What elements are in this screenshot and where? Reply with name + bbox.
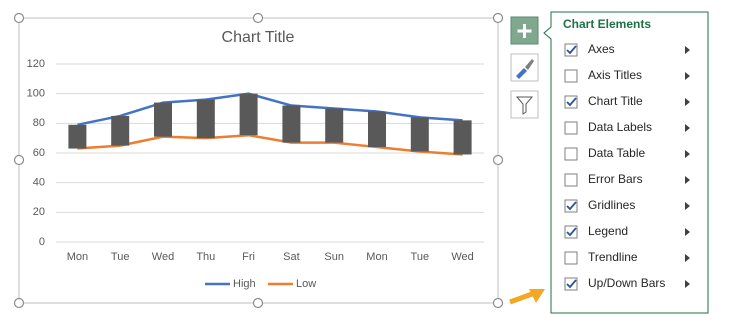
x-tick-label: Mon: [366, 251, 387, 263]
submenu-arrow[interactable]: [685, 176, 690, 184]
up-down-bar: [196, 99, 215, 139]
filter-icon: [515, 96, 534, 115]
checkbox[interactable]: [564, 173, 578, 187]
up-down-bar: [368, 111, 386, 148]
legend-label: Low: [296, 278, 316, 290]
panel-item-label[interactable]: Chart Title: [588, 94, 643, 108]
up-down-bar: [325, 108, 344, 143]
x-tick-label: Wed: [152, 251, 174, 263]
submenu-arrow[interactable]: [685, 202, 690, 210]
y-tick-label: 0: [39, 236, 45, 248]
up-down-bar: [410, 117, 429, 152]
checkbox[interactable]: [564, 147, 578, 161]
up-down-bar: [282, 105, 301, 143]
panel-item-label[interactable]: Axis Titles: [588, 68, 642, 82]
checkbox[interactable]: [564, 251, 578, 265]
chart-frame[interactable]: [18, 17, 499, 304]
checkbox[interactable]: [564, 121, 578, 135]
submenu-arrow[interactable]: [685, 228, 690, 236]
submenu-arrow[interactable]: [685, 280, 690, 288]
x-tick-label: Tue: [111, 251, 130, 263]
panel-item-label[interactable]: Data Labels: [588, 120, 652, 134]
plus-icon: [517, 24, 532, 38]
up-down-bar: [111, 115, 130, 146]
panel-item-label[interactable]: Up/Down Bars: [588, 276, 665, 290]
up-down-bar: [154, 102, 172, 137]
submenu-arrow[interactable]: [685, 98, 690, 106]
submenu-arrow[interactable]: [685, 46, 690, 54]
up-down-bar: [453, 120, 472, 155]
check-mark: [566, 227, 577, 237]
panel-item-label[interactable]: Axes: [588, 42, 615, 56]
checkbox[interactable]: [564, 69, 578, 83]
x-tick-label: Mon: [67, 251, 88, 263]
x-tick-label: Sun: [324, 251, 344, 263]
x-tick-label: Tue: [411, 251, 430, 263]
y-tick-label: 80: [33, 117, 45, 129]
chart-elements-panel: [543, 11, 709, 314]
pointer-arrowhead: [529, 289, 545, 303]
check-mark: [566, 97, 577, 107]
panel-item-label[interactable]: Data Table: [588, 146, 645, 160]
panel-title: Chart Elements: [563, 17, 651, 31]
up-down-bar: [239, 93, 258, 136]
brush-icon: [516, 68, 527, 79]
y-tick-label: 100: [27, 88, 45, 100]
panel-item-label[interactable]: Gridlines: [588, 198, 635, 212]
y-tick-label: 60: [33, 147, 45, 159]
series-line: [77, 92, 463, 127]
submenu-arrow[interactable]: [685, 124, 690, 132]
chart-title: Chart Title: [222, 29, 295, 46]
brush-handle: [525, 59, 534, 70]
up-down-bar: [68, 124, 87, 149]
panel-item-label[interactable]: Trendline: [588, 250, 638, 264]
series-line: [77, 133, 463, 156]
legend-label: High: [233, 278, 256, 290]
y-tick-label: 40: [33, 177, 45, 189]
pointer-arrow: [509, 291, 533, 305]
selection-handles: [13, 12, 504, 309]
x-tick-label: Thu: [196, 251, 215, 263]
check-mark: [566, 45, 577, 55]
x-tick-label: Fri: [242, 251, 255, 263]
check-mark: [566, 201, 577, 211]
y-tick-label: 20: [33, 206, 45, 218]
submenu-arrow[interactable]: [685, 150, 690, 158]
submenu-arrow[interactable]: [685, 254, 690, 262]
x-tick-label: Sat: [283, 251, 300, 263]
chart-styles-button[interactable]: [510, 53, 539, 82]
panel-item-label[interactable]: Error Bars: [588, 172, 643, 186]
panel-item-label[interactable]: Legend: [588, 224, 628, 238]
submenu-arrow[interactable]: [685, 72, 690, 80]
check-mark: [566, 279, 577, 289]
y-tick-label: 120: [27, 58, 45, 70]
x-tick-label: Wed: [451, 251, 473, 263]
